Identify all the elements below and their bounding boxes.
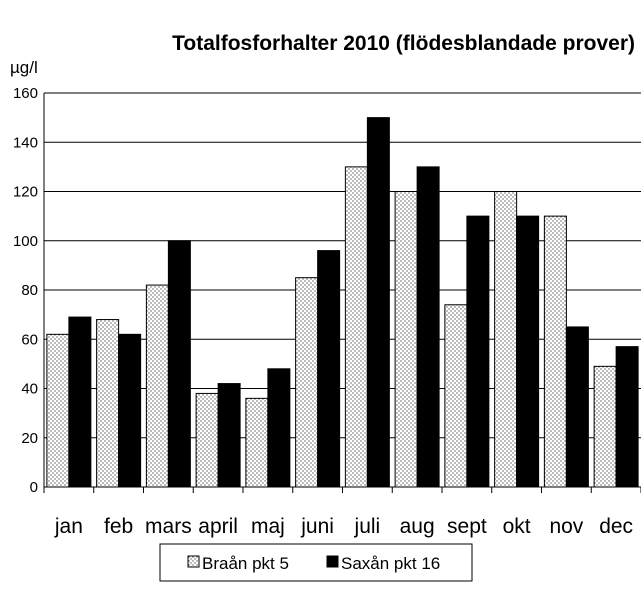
- bar-saxan-mars: [167, 240, 191, 488]
- y-tick-label: 20: [21, 430, 38, 447]
- x-tick-label: okt: [503, 515, 531, 538]
- bar-saxan-juni: [317, 250, 341, 488]
- bar-saxan-jan: [68, 316, 92, 488]
- x-tick-label: juli: [354, 515, 381, 538]
- bar-braan-maj: [245, 397, 269, 488]
- legend-swatch-braan: [187, 555, 200, 568]
- x-tick-label: nov: [549, 515, 583, 538]
- y-tick-label: 80: [21, 282, 38, 299]
- axes: [43, 93, 641, 493]
- x-tick-label: maj: [251, 515, 285, 538]
- bar-saxan-april: [217, 383, 241, 488]
- bar-braan-april: [195, 392, 219, 488]
- bar-braan-aug: [394, 191, 418, 488]
- bar-braan-nov: [543, 215, 567, 488]
- bar-saxan-sept: [466, 215, 490, 488]
- bar-braan-mars: [145, 284, 169, 488]
- legend-label-saxan: Saxån pkt 16: [341, 554, 440, 573]
- bars: [46, 117, 639, 488]
- x-tick-label: jan: [54, 515, 83, 538]
- x-tick-label: dec: [599, 515, 633, 538]
- legend: Braån pkt 5 Saxån pkt 16: [159, 543, 473, 582]
- x-tick-label: juni: [300, 515, 334, 538]
- x-tick-label: sept: [447, 515, 487, 538]
- bar-saxan-dec: [615, 346, 639, 488]
- y-tick-label: 40: [21, 381, 38, 398]
- bar-braan-sept: [444, 304, 468, 488]
- bar-braan-juli: [344, 166, 368, 488]
- bar-saxan-aug: [416, 166, 440, 488]
- legend-label-braan: Braån pkt 5: [202, 554, 289, 573]
- y-tick-label: 100: [13, 233, 38, 250]
- bar-braan-okt: [494, 191, 518, 488]
- chart-title: Totalfosforhalter 2010 (flödesblandade p…: [172, 32, 635, 55]
- bar-saxan-okt: [516, 215, 540, 488]
- y-tick-label: 0: [30, 479, 38, 496]
- x-tick-label: april: [198, 515, 238, 538]
- x-tick-label: feb: [104, 515, 133, 538]
- bar-braan-dec: [593, 365, 617, 488]
- x-tick-label: aug: [400, 515, 435, 538]
- y-tick-label: 60: [21, 331, 38, 348]
- y-tick-label: 140: [13, 134, 38, 151]
- legend-swatch-saxan: [326, 555, 339, 568]
- gridlines: [44, 92, 641, 439]
- bar-saxan-feb: [118, 333, 142, 488]
- y-tick-label: 120: [13, 184, 38, 201]
- bar-saxan-juli: [366, 117, 390, 488]
- y-axis-unit: µg/l: [10, 58, 38, 77]
- bar-saxan-nov: [565, 326, 589, 488]
- bar-braan-juni: [295, 277, 319, 488]
- y-tick-label: 160: [13, 85, 38, 102]
- x-tick-label: mars: [145, 515, 192, 538]
- bar-braan-jan: [46, 333, 70, 488]
- bar-braan-feb: [96, 319, 120, 488]
- x-tick-labels: jan feb mars april maj juni juli aug sept okt nov d…: [54, 515, 633, 538]
- legend-box: [159, 543, 473, 582]
- bar-saxan-maj: [267, 368, 291, 488]
- y-tick-labels: 0 20 40 60 80 100 120 140 160: [13, 85, 38, 496]
